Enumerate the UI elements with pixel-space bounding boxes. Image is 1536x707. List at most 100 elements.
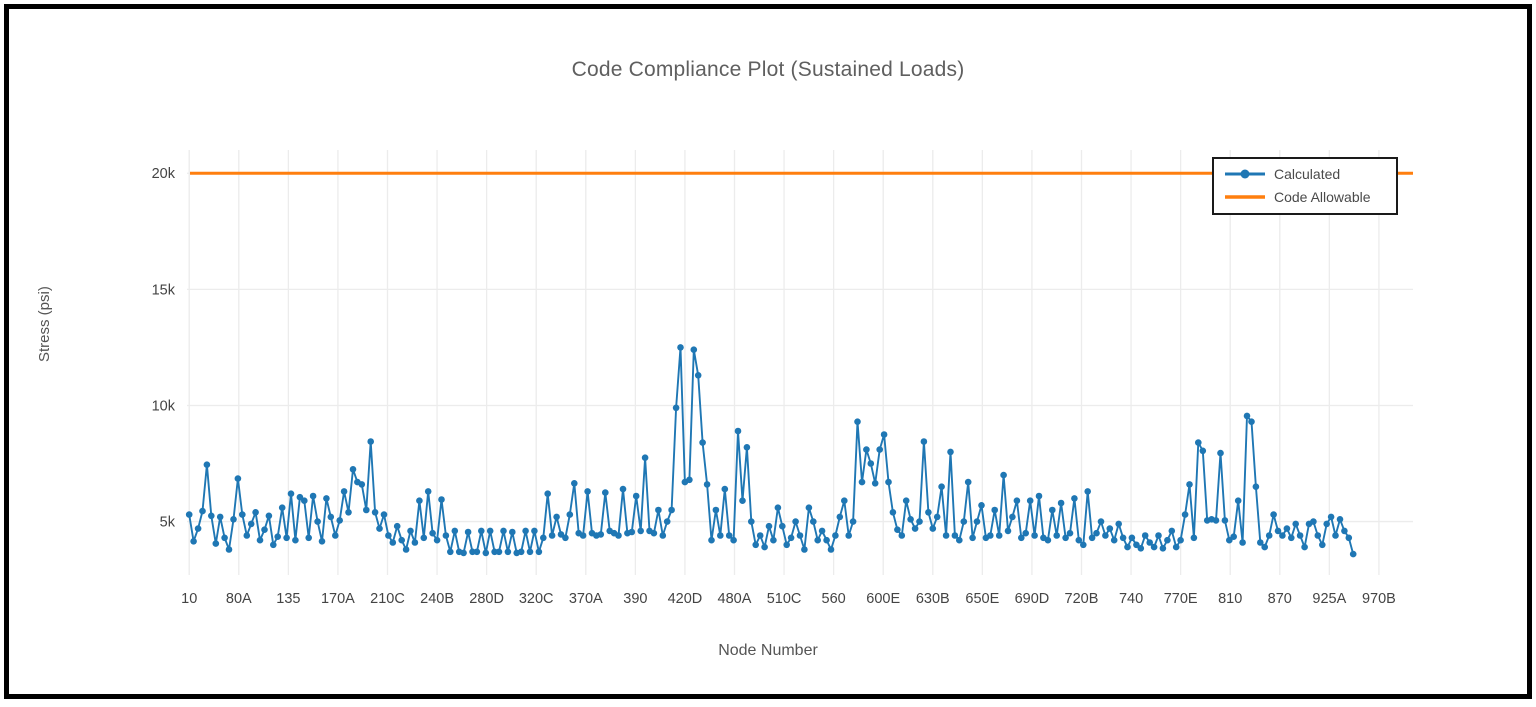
- data-point-marker[interactable]: [252, 509, 259, 516]
- legend-item-code-allowable[interactable]: Code Allowable: [1224, 189, 1386, 205]
- data-point-marker[interactable]: [1288, 534, 1295, 542]
- data-point-marker[interactable]: [371, 509, 379, 516]
- data-point-marker[interactable]: [1062, 534, 1069, 542]
- data-point-marker[interactable]: [1119, 534, 1127, 542]
- data-point-marker[interactable]: [1097, 518, 1105, 525]
- data-point-marker[interactable]: [823, 536, 830, 544]
- data-point-marker[interactable]: [752, 541, 759, 549]
- data-point-marker[interactable]: [309, 492, 317, 500]
- data-point-marker[interactable]: [867, 460, 875, 467]
- data-point-marker[interactable]: [964, 478, 972, 486]
- data-point-marker[interactable]: [376, 525, 383, 532]
- data-point-marker[interactable]: [1049, 506, 1056, 514]
- data-point-marker[interactable]: [367, 438, 375, 445]
- data-point-marker[interactable]: [956, 536, 963, 544]
- data-point-marker[interactable]: [256, 536, 264, 544]
- data-point-marker[interactable]: [1093, 529, 1100, 537]
- data-point-marker[interactable]: [185, 511, 193, 518]
- data-point-marker[interactable]: [460, 549, 467, 557]
- data-point-marker[interactable]: [836, 513, 844, 521]
- data-point-marker[interactable]: [1075, 536, 1083, 544]
- data-point-marker[interactable]: [314, 518, 321, 525]
- data-point-marker[interactable]: [832, 532, 839, 539]
- data-point-marker[interactable]: [1133, 541, 1140, 549]
- data-point-marker[interactable]: [978, 502, 985, 509]
- data-point-marker[interactable]: [761, 543, 768, 551]
- data-point-marker[interactable]: [951, 532, 959, 539]
- data-point-marker[interactable]: [544, 490, 551, 498]
- data-point-marker[interactable]: [960, 518, 968, 525]
- data-point-marker[interactable]: [509, 528, 516, 536]
- data-point-marker[interactable]: [486, 527, 494, 535]
- data-point-marker[interactable]: [1164, 536, 1171, 544]
- data-point-marker[interactable]: [1314, 532, 1322, 539]
- data-point-marker[interactable]: [1013, 497, 1021, 505]
- data-point-marker[interactable]: [526, 548, 534, 556]
- data-point-marker[interactable]: [686, 476, 693, 484]
- data-point-marker[interactable]: [783, 541, 790, 549]
- data-point-marker[interactable]: [1336, 516, 1344, 523]
- data-point-marker[interactable]: [655, 506, 662, 514]
- data-point-marker[interactable]: [1190, 534, 1198, 542]
- data-point-marker[interactable]: [1115, 520, 1122, 528]
- data-point-marker[interactable]: [296, 493, 304, 501]
- data-point-marker[interactable]: [779, 522, 786, 530]
- data-point-marker[interactable]: [938, 483, 945, 491]
- data-point-marker[interactable]: [243, 532, 251, 539]
- calculated-series-markers[interactable]: [185, 344, 1357, 558]
- data-point-marker[interactable]: [265, 512, 273, 520]
- data-point-marker[interactable]: [1172, 543, 1180, 551]
- data-point-marker[interactable]: [478, 527, 485, 535]
- data-point-marker[interactable]: [810, 518, 817, 525]
- data-point-marker[interactable]: [438, 496, 445, 503]
- data-point-marker[interactable]: [261, 526, 268, 533]
- data-point-marker[interactable]: [1186, 481, 1193, 488]
- data-point-marker[interactable]: [1327, 513, 1335, 521]
- data-point-marker[interactable]: [1110, 536, 1118, 544]
- data-point-marker[interactable]: [765, 522, 773, 530]
- data-point-marker[interactable]: [584, 488, 591, 495]
- data-point-marker[interactable]: [323, 495, 330, 502]
- data-point-marker[interactable]: [743, 444, 751, 451]
- data-point-marker[interactable]: [199, 507, 206, 515]
- data-point-marker[interactable]: [239, 511, 246, 518]
- data-point-marker[interactable]: [1044, 536, 1052, 544]
- data-point-marker[interactable]: [734, 427, 742, 435]
- data-point-marker[interactable]: [402, 546, 410, 553]
- data-point-marker[interactable]: [1212, 517, 1220, 524]
- data-point-marker[interactable]: [522, 527, 529, 535]
- data-point-marker[interactable]: [1301, 543, 1308, 551]
- data-point-marker[interactable]: [336, 517, 344, 524]
- data-point-marker[interactable]: [433, 536, 441, 544]
- data-point-marker[interactable]: [473, 548, 481, 556]
- data-point-marker[interactable]: [447, 548, 454, 556]
- data-point-marker[interactable]: [349, 466, 357, 473]
- data-point-marker[interactable]: [221, 534, 228, 542]
- data-point-marker[interactable]: [690, 346, 698, 354]
- data-point-marker[interactable]: [274, 533, 282, 540]
- data-point-marker[interactable]: [495, 548, 503, 556]
- data-point-marker[interactable]: [1155, 532, 1162, 539]
- data-point-marker[interactable]: [854, 418, 861, 426]
- data-point-marker[interactable]: [730, 536, 737, 544]
- data-point-marker[interactable]: [725, 532, 733, 539]
- data-point-marker[interactable]: [278, 504, 286, 512]
- data-point-marker[interactable]: [283, 534, 290, 542]
- data-point-marker[interactable]: [801, 546, 808, 553]
- data-point-marker[interactable]: [1022, 529, 1029, 537]
- data-point-marker[interactable]: [933, 513, 941, 521]
- data-point-marker[interactable]: [1000, 471, 1007, 479]
- data-point-marker[interactable]: [1296, 532, 1304, 539]
- data-point-marker[interactable]: [1221, 517, 1229, 524]
- data-point-marker[interactable]: [694, 372, 702, 379]
- data-point-marker[interactable]: [703, 481, 711, 488]
- data-point-marker[interactable]: [849, 518, 857, 525]
- data-point-marker[interactable]: [270, 541, 277, 549]
- data-point-marker[interactable]: [628, 528, 636, 536]
- data-point-marker[interactable]: [500, 527, 507, 535]
- data-point-marker[interactable]: [345, 509, 352, 516]
- data-point-marker[interactable]: [920, 438, 928, 445]
- data-point-marker[interactable]: [1199, 447, 1207, 455]
- data-point-marker[interactable]: [482, 549, 490, 557]
- data-point-marker[interactable]: [1270, 511, 1277, 518]
